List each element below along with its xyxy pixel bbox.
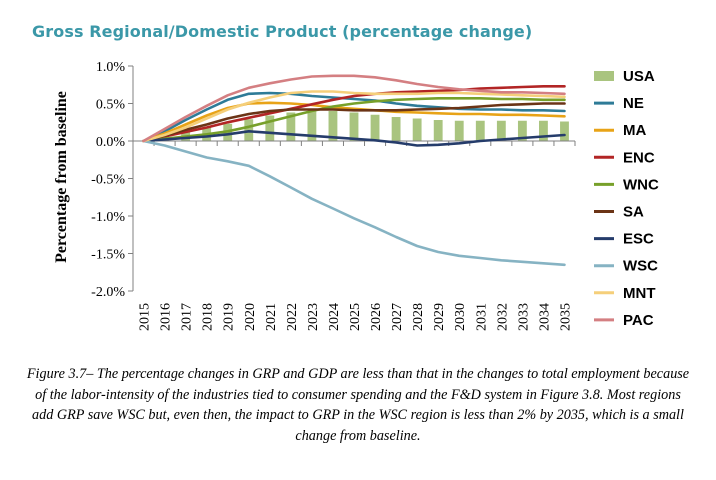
y-tick-label: -1.0%: [91, 210, 125, 225]
x-tick-label-2034: 2034: [537, 303, 552, 331]
legend-label-ma: MA: [623, 122, 646, 139]
series-line-esc: [142, 130, 566, 147]
chart-title: Gross Regional/Domestic Product (percent…: [32, 22, 533, 41]
figure-caption: Figure 3.7– The percentage changes in GR…: [26, 366, 690, 444]
x-tick-label-2021: 2021: [264, 303, 279, 331]
bar-usa-2022: [286, 112, 296, 141]
legend-label-mnt: MNT: [623, 285, 656, 302]
x-tick-label-2024: 2024: [327, 303, 342, 331]
x-tick-label-2032: 2032: [495, 303, 510, 331]
x-tick-label-2028: 2028: [411, 303, 426, 331]
legend-label-sa: SA: [623, 204, 644, 221]
series-line-mnt: [142, 90, 566, 143]
x-tick-label-2035: 2035: [558, 303, 573, 331]
series-line-pac: [142, 74, 566, 143]
bar-usa-2031: [475, 120, 485, 141]
x-tick-label-2023: 2023: [306, 303, 321, 331]
legend-swatch-usa: [594, 71, 614, 81]
legend-label-wsc: WSC: [623, 258, 658, 275]
x-tick-label-2020: 2020: [243, 303, 258, 331]
series-line-wnc: [142, 97, 566, 143]
legend-label-pac: PAC: [623, 312, 654, 329]
legend-label-enc: ENC: [623, 149, 655, 166]
bar-usa-2024: [328, 111, 338, 141]
bar-usa-2021: [265, 115, 275, 141]
series-line-wsc: [142, 139, 566, 267]
x-tick-label-2016: 2016: [159, 303, 174, 331]
bar-usa-2027: [391, 117, 401, 141]
series-line-ma: [142, 101, 566, 143]
y-tick-label: 0.5%: [96, 98, 126, 113]
series-line-enc: [142, 85, 566, 143]
y-tick-label: 1.0%: [96, 60, 126, 75]
y-axis-label: Percentage from baseline: [53, 91, 70, 263]
bar-usa-2029: [433, 120, 443, 141]
bar-usa-2033: [517, 120, 527, 141]
legend-label-esc: ESC: [623, 231, 654, 248]
x-tick-label-2030: 2030: [453, 303, 468, 331]
series-line-sa: [142, 102, 566, 143]
x-tick-label-2017: 2017: [180, 303, 195, 331]
legend: USA NE MA ENC WNC SA ESC WSC MNT PAC: [594, 68, 659, 329]
x-tick-label-2019: 2019: [222, 303, 237, 331]
bar-usa-2023: [307, 111, 317, 141]
chart-plot: 1.0% 0.5% 0.0% -0.5% -1.0% -1.5% -2.0% 2015 2016…: [53, 60, 659, 331]
legend-label-ne: NE: [623, 95, 644, 112]
x-tick-label-2029: 2029: [432, 303, 447, 331]
y-tick-label: -2.0%: [91, 285, 125, 300]
x-tick-label-2025: 2025: [348, 303, 363, 331]
bar-usa-2025: [349, 112, 359, 141]
bar-usa-2030: [454, 120, 464, 141]
y-tick-label: -1.5%: [91, 248, 125, 263]
bar-usa-2034: [539, 120, 548, 141]
y-tick-label: -0.5%: [91, 173, 125, 188]
lines-layer: [142, 74, 566, 267]
x-tick-label-2018: 2018: [201, 303, 216, 331]
y-tick-label: 0.0%: [96, 135, 126, 150]
x-tick-label-2031: 2031: [474, 303, 489, 331]
series-line-ne: [142, 91, 566, 143]
x-tick-label-2026: 2026: [369, 303, 384, 331]
axes-layer: 1.0% 0.5% 0.0% -0.5% -1.0% -1.5% -2.0% 2015 2016…: [91, 60, 576, 331]
bar-usa-2032: [496, 120, 506, 141]
bar-usa-2026: [370, 114, 380, 141]
legend-label-usa: USA: [623, 68, 655, 85]
x-tick-label-2022: 2022: [285, 303, 300, 331]
bar-usa-2028: [412, 118, 422, 141]
legend-label-wnc: WNC: [623, 176, 659, 193]
x-tick-label-2033: 2033: [516, 303, 531, 331]
bar-usa-2035: [560, 121, 569, 141]
x-tick-label-2027: 2027: [390, 303, 405, 331]
x-tick-label-2015: 2015: [138, 303, 153, 331]
